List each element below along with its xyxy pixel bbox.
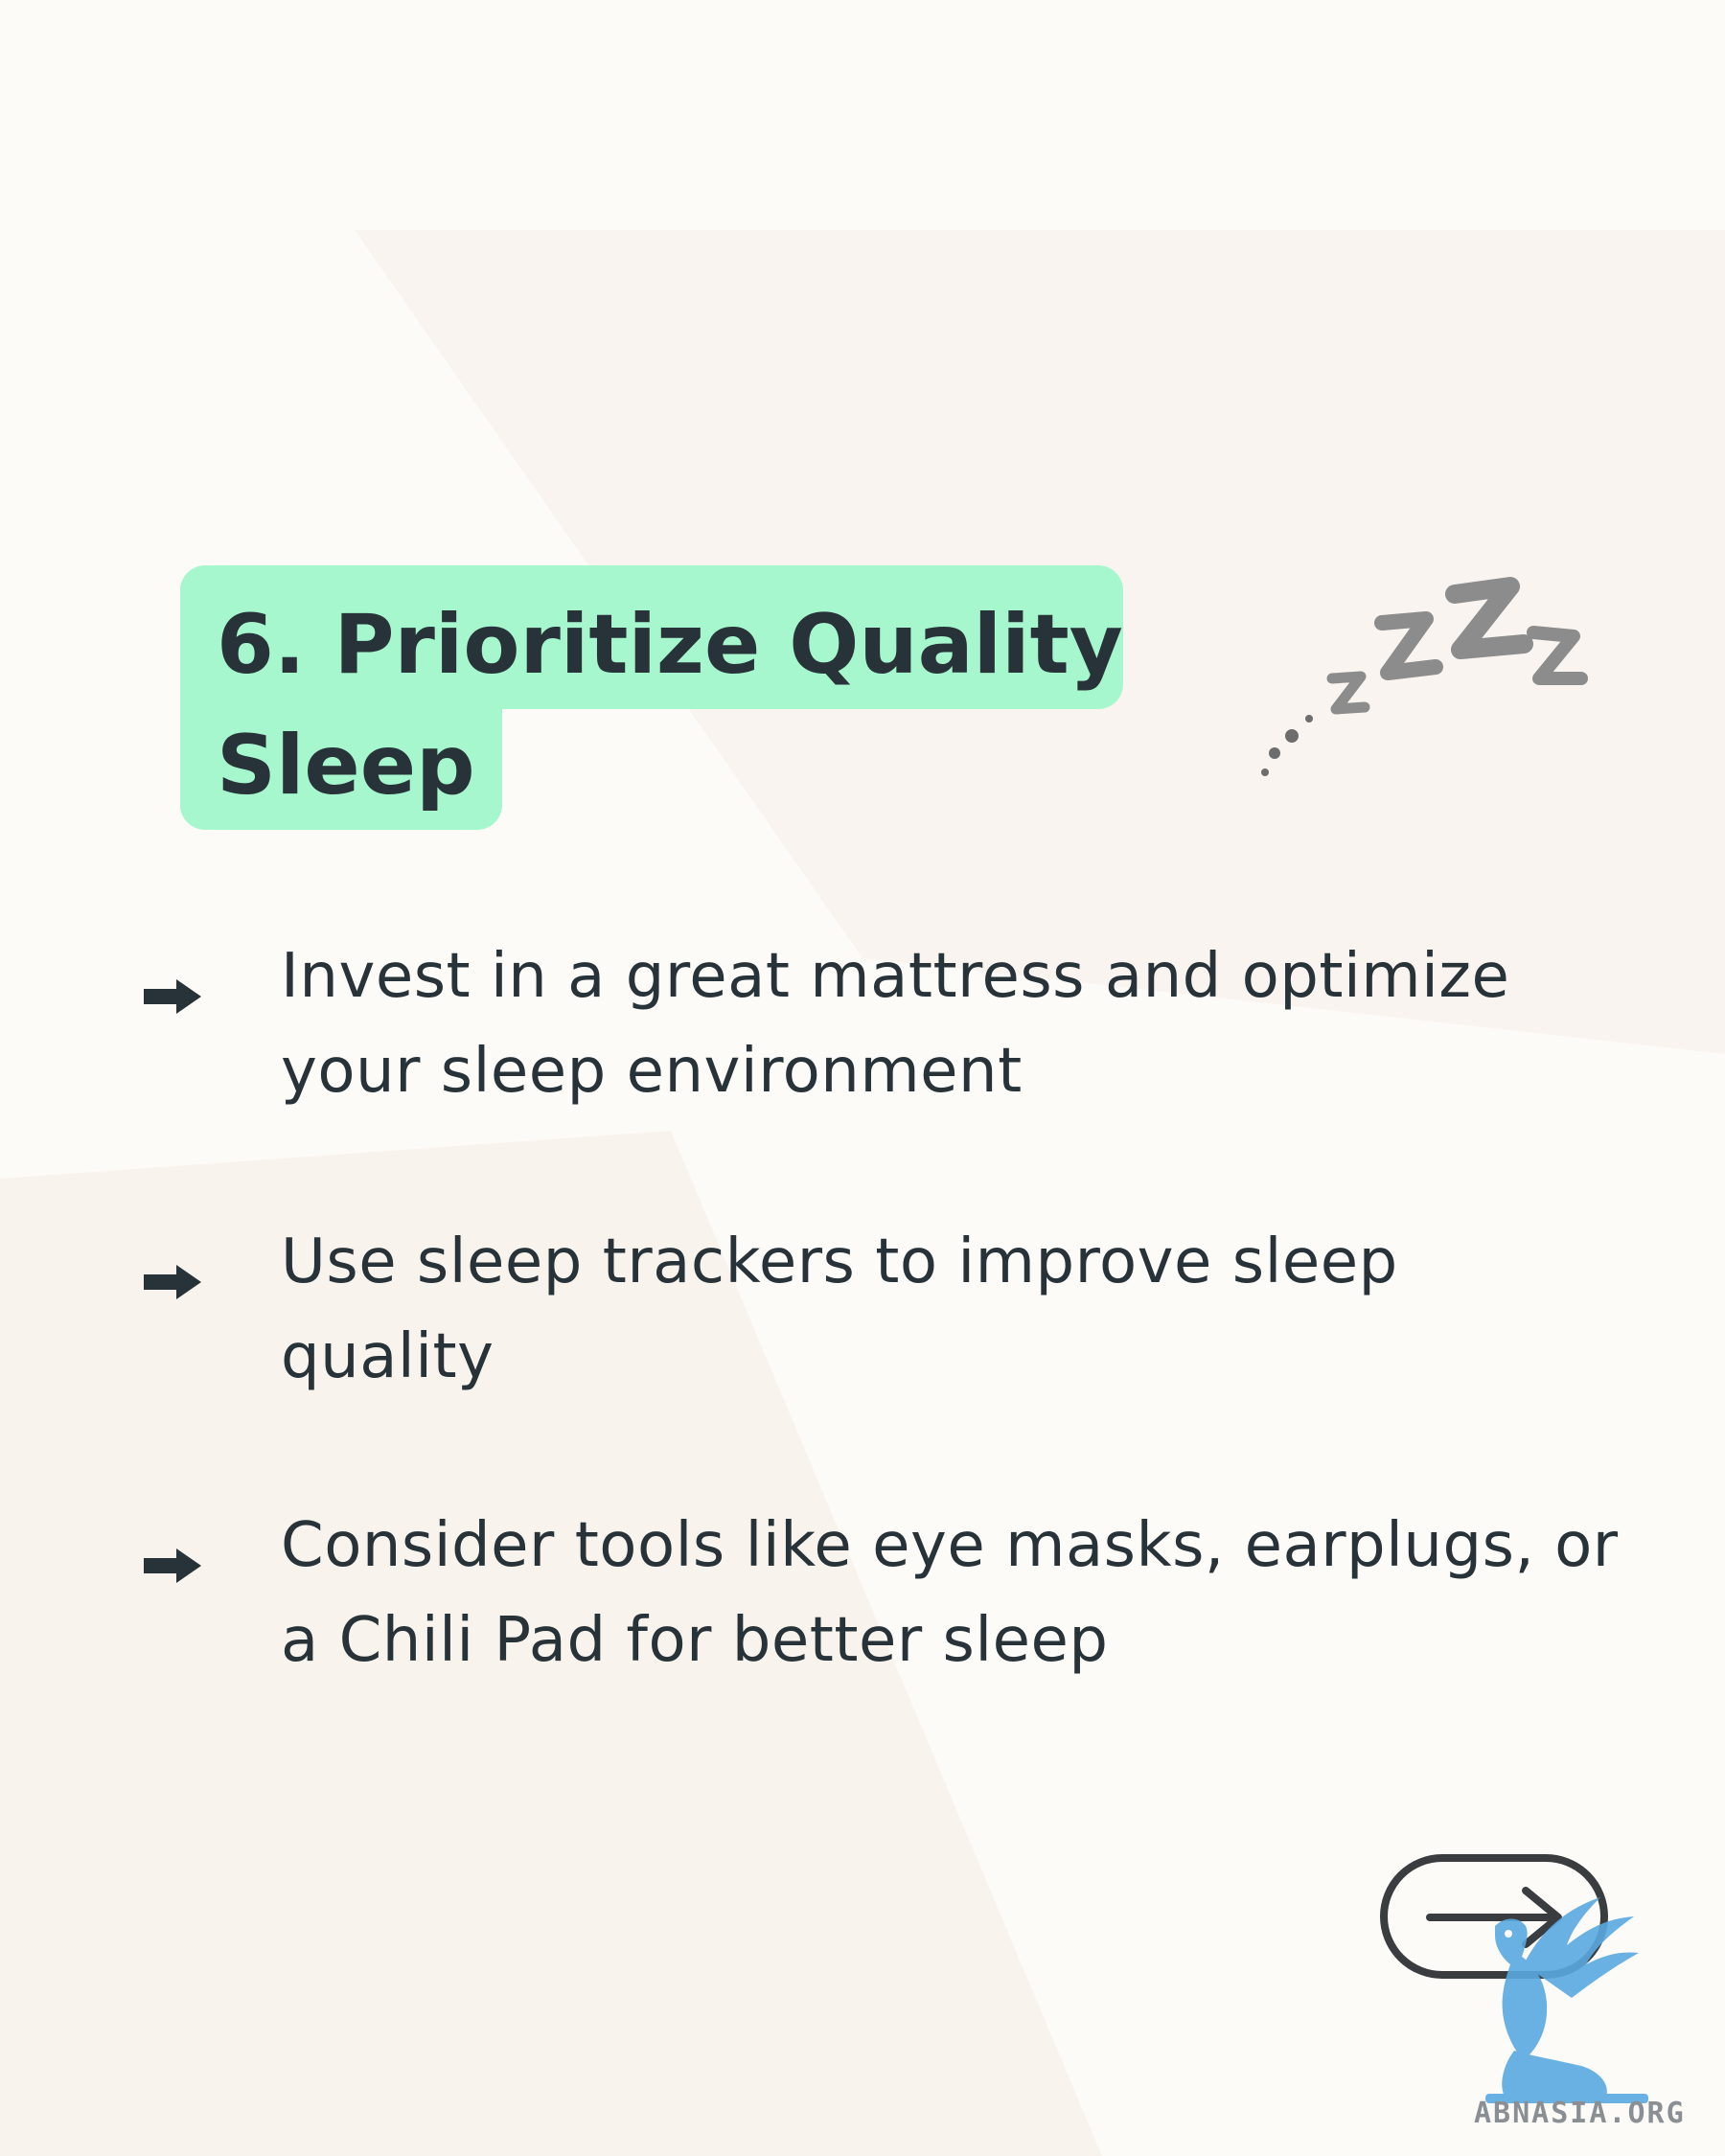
bullet-text: Consider tools like eye masks, earplugs,…: [281, 1510, 1619, 1676]
watermark-text: ABNASIA.ORG: [1474, 2097, 1686, 2130]
arrow-right-icon: [1426, 1887, 1562, 1948]
page-title: 6. Prioritize Quality Sleep: [217, 597, 1123, 814]
bullet-text: Invest in a great mattress and optimize …: [281, 941, 1510, 1107]
sleeping-zzz-icon: [1261, 577, 1588, 776]
right-arrow-icon: [144, 1548, 201, 1583]
griffin-logo-icon: [1485, 1897, 1648, 2103]
title-highlight-bottom: [180, 632, 502, 830]
right-arrow-icon: [144, 1265, 201, 1299]
right-arrow-icon: [144, 979, 201, 1014]
next-slide-button[interactable]: [1380, 1854, 1608, 1979]
bullet-text: Use sleep trackers to improve sleep qual…: [281, 1227, 1398, 1392]
